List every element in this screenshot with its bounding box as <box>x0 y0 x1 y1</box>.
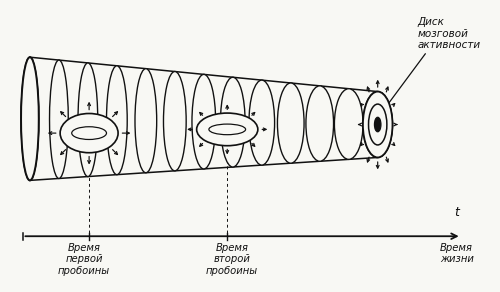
Ellipse shape <box>249 80 274 165</box>
Ellipse shape <box>21 57 39 180</box>
Ellipse shape <box>21 57 39 180</box>
Ellipse shape <box>363 92 392 157</box>
Ellipse shape <box>278 83 304 163</box>
Ellipse shape <box>106 66 127 175</box>
Text: Время
второй
пробоины: Время второй пробоины <box>206 243 258 276</box>
Text: Время
жизни: Время жизни <box>440 243 474 264</box>
Ellipse shape <box>50 60 68 178</box>
Ellipse shape <box>164 72 186 171</box>
Ellipse shape <box>306 86 334 161</box>
Ellipse shape <box>60 114 118 153</box>
Text: t: t <box>454 206 459 219</box>
Ellipse shape <box>368 104 387 145</box>
Ellipse shape <box>334 89 363 159</box>
Ellipse shape <box>192 74 216 169</box>
Ellipse shape <box>78 63 98 177</box>
Ellipse shape <box>363 92 392 157</box>
Ellipse shape <box>220 77 245 167</box>
Ellipse shape <box>135 69 156 173</box>
Text: Время
первой
пробоины: Время первой пробоины <box>58 243 110 276</box>
Ellipse shape <box>196 113 258 146</box>
Text: Диск
мозговой
активности: Диск мозговой активности <box>417 17 480 50</box>
Ellipse shape <box>374 117 381 132</box>
